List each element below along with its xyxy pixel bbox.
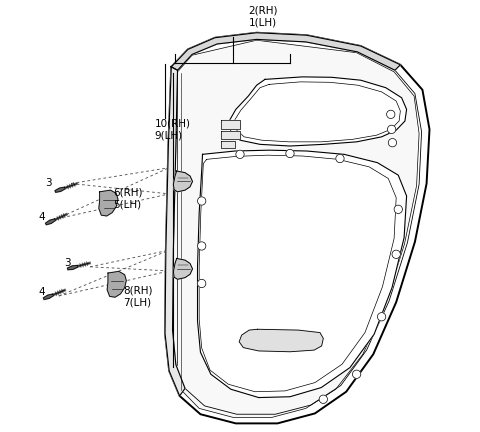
- Polygon shape: [173, 258, 192, 279]
- Text: 10(RH)
9(LH): 10(RH) 9(LH): [155, 119, 191, 140]
- Circle shape: [387, 125, 396, 133]
- Polygon shape: [165, 33, 430, 423]
- Polygon shape: [221, 120, 240, 129]
- Circle shape: [197, 197, 206, 205]
- Text: 3: 3: [64, 257, 71, 268]
- Circle shape: [388, 139, 396, 147]
- Polygon shape: [172, 40, 419, 418]
- Circle shape: [197, 279, 206, 288]
- Polygon shape: [239, 329, 324, 352]
- Circle shape: [197, 242, 206, 250]
- Polygon shape: [55, 187, 65, 192]
- Polygon shape: [173, 171, 192, 192]
- Polygon shape: [171, 33, 400, 70]
- Polygon shape: [99, 190, 118, 216]
- Text: 8(RH)
7(LH): 8(RH) 7(LH): [123, 286, 153, 307]
- Circle shape: [386, 110, 395, 118]
- Text: 6(RH)
5(LH): 6(RH) 5(LH): [113, 187, 143, 209]
- Text: 2(RH)
1(LH): 2(RH) 1(LH): [248, 6, 277, 27]
- Polygon shape: [221, 131, 240, 139]
- Circle shape: [394, 205, 402, 213]
- Circle shape: [377, 313, 386, 321]
- Circle shape: [352, 370, 361, 378]
- Polygon shape: [46, 219, 56, 225]
- Text: 3: 3: [45, 178, 52, 188]
- Text: 4: 4: [39, 212, 46, 222]
- Circle shape: [236, 150, 244, 159]
- Circle shape: [392, 250, 400, 258]
- Polygon shape: [68, 266, 78, 270]
- Circle shape: [336, 154, 344, 163]
- Polygon shape: [107, 271, 126, 297]
- Polygon shape: [221, 141, 235, 148]
- Polygon shape: [43, 294, 53, 299]
- Polygon shape: [165, 67, 185, 396]
- Circle shape: [286, 149, 294, 158]
- Text: 4: 4: [39, 287, 46, 297]
- Polygon shape: [197, 150, 407, 397]
- Circle shape: [319, 395, 327, 403]
- Polygon shape: [229, 77, 407, 146]
